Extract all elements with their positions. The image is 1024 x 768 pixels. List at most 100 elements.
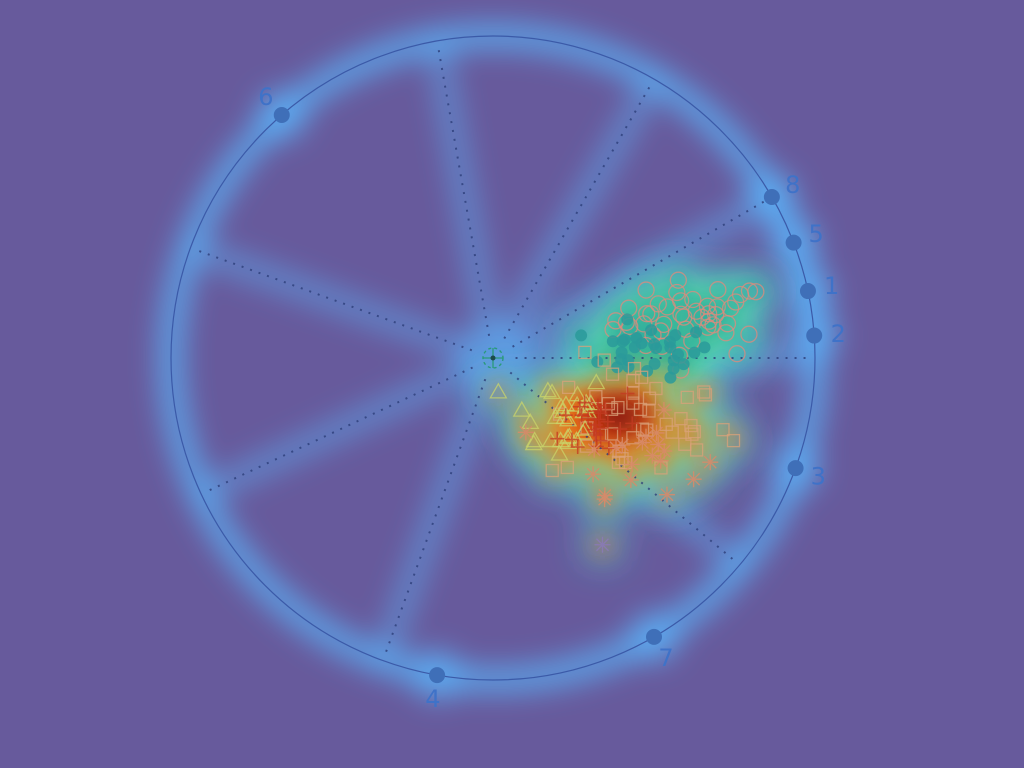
point-triangle bbox=[560, 427, 579, 444]
point-dot bbox=[616, 335, 629, 348]
anchor-label-1: 1 bbox=[824, 272, 839, 300]
point-square bbox=[605, 367, 620, 381]
point-dot bbox=[690, 326, 703, 339]
anchor-dot-2 bbox=[806, 327, 823, 344]
point-triangle bbox=[555, 408, 574, 425]
point-cross bbox=[577, 395, 592, 410]
point-star bbox=[658, 486, 675, 503]
point-square bbox=[545, 463, 559, 478]
center-crosshair-icon bbox=[482, 347, 504, 369]
point-triangle bbox=[541, 431, 560, 448]
point-star bbox=[652, 452, 669, 469]
point-square bbox=[698, 388, 713, 402]
point-triangle bbox=[576, 397, 595, 414]
point-circle bbox=[708, 298, 726, 316]
anchor-label-5: 5 bbox=[809, 220, 824, 248]
point-square bbox=[689, 443, 704, 457]
point-cross bbox=[590, 398, 605, 413]
anchor-label-4: 4 bbox=[425, 685, 440, 713]
point-square bbox=[687, 424, 701, 439]
heat-blob-teal bbox=[745, 281, 766, 302]
point-triangle bbox=[489, 382, 508, 399]
anchor-dot-4 bbox=[429, 667, 446, 684]
point-star bbox=[608, 439, 625, 456]
point-square bbox=[626, 396, 640, 410]
point-square bbox=[685, 427, 699, 441]
point-square bbox=[680, 390, 694, 405]
point-cross bbox=[620, 386, 635, 401]
anchor-label-3: 3 bbox=[811, 462, 826, 490]
point-square bbox=[649, 381, 663, 396]
point-circle bbox=[684, 290, 702, 309]
heat-blob-teal bbox=[707, 279, 728, 300]
point-star bbox=[596, 491, 613, 508]
heat-blob-teal bbox=[636, 280, 657, 301]
point-circle bbox=[658, 298, 676, 316]
heat-blob-teal bbox=[738, 324, 759, 345]
center-dot bbox=[490, 355, 496, 361]
point-triangle bbox=[512, 400, 531, 417]
heat-blob-teal bbox=[727, 343, 748, 364]
point-square bbox=[716, 423, 730, 437]
point-dot bbox=[645, 324, 658, 337]
anchor-dot-5 bbox=[785, 234, 802, 251]
point-cross bbox=[570, 439, 585, 454]
point-dot bbox=[621, 313, 634, 326]
heat-blob-warm bbox=[710, 417, 735, 442]
point-circle bbox=[637, 281, 655, 299]
point-circle bbox=[717, 324, 735, 342]
point-dot bbox=[622, 354, 635, 367]
point-square bbox=[635, 370, 649, 384]
point-triangle bbox=[558, 410, 578, 427]
point-circle bbox=[638, 305, 656, 323]
point-cross bbox=[593, 406, 608, 421]
anchor-dot-8 bbox=[763, 189, 780, 205]
radviz-circle bbox=[170, 35, 816, 681]
point-dot bbox=[677, 358, 690, 371]
point-dot bbox=[630, 331, 643, 344]
point-triangle bbox=[587, 373, 606, 390]
point-circle bbox=[721, 299, 740, 317]
point-dot bbox=[591, 355, 604, 368]
point-square bbox=[626, 431, 640, 445]
point-dot bbox=[575, 329, 588, 342]
anchor-label-7: 7 bbox=[658, 644, 673, 672]
point-circle bbox=[727, 293, 745, 311]
point-dot bbox=[667, 362, 680, 375]
point-square bbox=[659, 417, 673, 431]
point-square bbox=[604, 427, 619, 441]
point-triangle bbox=[568, 385, 587, 402]
point-square bbox=[674, 412, 688, 426]
point-star bbox=[650, 436, 667, 453]
point-cross bbox=[565, 432, 579, 447]
spoke-glow bbox=[493, 73, 664, 347]
point-dot bbox=[628, 341, 641, 354]
anchor-dot-7 bbox=[646, 628, 662, 645]
anchor-points: 1 2 3 4 5 6 7 8 bbox=[258, 83, 846, 713]
point-cross bbox=[625, 416, 640, 431]
point-star bbox=[648, 424, 665, 441]
point-dot bbox=[648, 338, 661, 351]
point-cross bbox=[574, 408, 589, 423]
point-dot bbox=[698, 341, 711, 354]
point-cross bbox=[550, 431, 565, 446]
anchor-label-8: 8 bbox=[785, 171, 800, 199]
point-triangle bbox=[553, 402, 572, 419]
point-circle bbox=[707, 305, 725, 324]
point-triangle bbox=[525, 431, 544, 448]
spoke-glow bbox=[372, 372, 497, 665]
point-triangle bbox=[546, 408, 565, 424]
point-circle bbox=[740, 282, 759, 300]
point-star bbox=[638, 428, 655, 445]
point-circle bbox=[687, 302, 705, 320]
point-star bbox=[685, 471, 702, 488]
point-dot bbox=[606, 335, 619, 348]
spoke-glow bbox=[186, 237, 479, 362]
point-square bbox=[642, 404, 656, 418]
point-triangle bbox=[577, 393, 596, 410]
point-cross bbox=[581, 410, 596, 425]
point-star bbox=[585, 466, 602, 483]
point-square bbox=[726, 433, 741, 448]
point-star bbox=[656, 443, 673, 460]
